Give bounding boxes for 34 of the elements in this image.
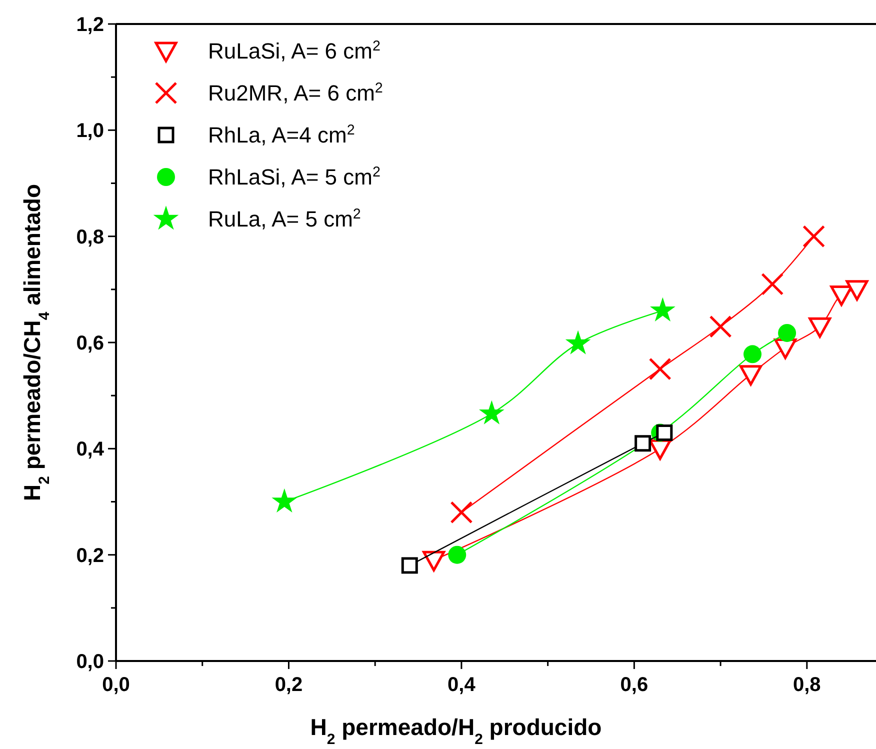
point xyxy=(709,315,732,338)
point xyxy=(648,358,672,380)
x-tick-label: 0,2 xyxy=(274,674,303,696)
y-tick-label: 0,8 xyxy=(76,226,104,248)
x-axis-title: H$_{2}$ permeado/H$_{2}$ producido xyxy=(310,714,602,748)
point xyxy=(272,488,298,513)
y-tick-label: 0,6 xyxy=(76,332,104,354)
point xyxy=(422,550,446,572)
legend-label: Ru2MR, A= 6 cm$^{2}$ xyxy=(208,80,383,106)
legend-label: RuLaSi, A= 6 cm$^{2}$ xyxy=(208,38,380,64)
point xyxy=(401,557,418,574)
y-tick-label: 0,0 xyxy=(76,651,104,673)
point xyxy=(808,317,832,338)
point xyxy=(802,225,826,248)
point xyxy=(450,501,473,524)
y-tick-label: 1,0 xyxy=(76,120,104,142)
point xyxy=(761,272,784,296)
point xyxy=(448,546,466,564)
x-tick-label: 0,4 xyxy=(448,674,476,696)
legend-label: RhLa, A=4 cm$^{2}$ xyxy=(208,122,355,148)
x-tick-label: 0,8 xyxy=(793,674,821,696)
point xyxy=(740,365,762,386)
y-tick-label: 1,2 xyxy=(76,14,104,36)
x-tick-label: 0,6 xyxy=(620,674,648,696)
legend-label: RhLaSi, A= 5 cm$^{2}$ xyxy=(208,164,380,190)
point xyxy=(634,435,652,452)
y-tick-label: 0,2 xyxy=(76,544,104,567)
point xyxy=(656,424,673,441)
legend-label: RuLa, A= 5 cm$^{2}$ xyxy=(208,206,361,232)
point xyxy=(846,280,868,301)
x-tick-label: 0,0 xyxy=(102,674,130,696)
point xyxy=(778,324,796,342)
y-tick-label: 0,4 xyxy=(76,438,105,461)
point xyxy=(744,345,762,364)
